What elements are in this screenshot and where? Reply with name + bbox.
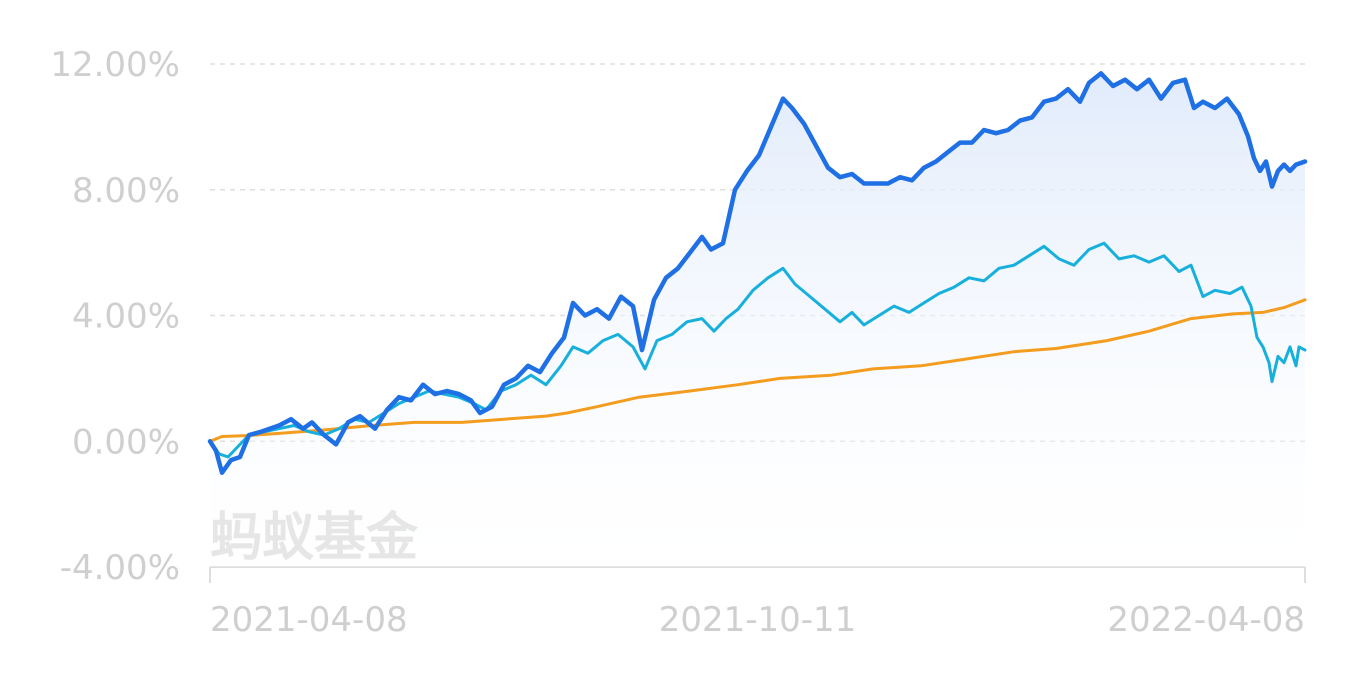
x-tick-label: 2021-04-08 <box>210 600 408 640</box>
series-cyan-line <box>208 241 1307 459</box>
area-fill-layer <box>210 73 1305 568</box>
x-tick-labels: 2021-04-08 2021-10-11 2022-04-08 <box>210 600 1305 640</box>
series-main-line <box>207 71 1308 475</box>
y-tick-label: 8.00% <box>72 171 180 211</box>
y-tick-label: 4.00% <box>72 297 180 337</box>
y-tick-label: -4.00% <box>60 548 180 588</box>
series-main-area <box>210 73 1305 568</box>
x-tick-label: 2021-10-11 <box>659 600 857 640</box>
x-axis <box>209 566 1306 583</box>
y-tick-label: 0.00% <box>72 422 180 462</box>
series-orange-line <box>208 298 1307 443</box>
x-tick-label: 2022-04-08 <box>1107 600 1305 640</box>
y-tick-labels: 12.00% 8.00% 4.00% 0.00% -4.00% <box>50 45 180 588</box>
y-tick-label: 12.00% <box>50 45 180 85</box>
series-lines <box>207 71 1308 475</box>
watermark-text: 蚂蚁基金 <box>210 508 419 568</box>
